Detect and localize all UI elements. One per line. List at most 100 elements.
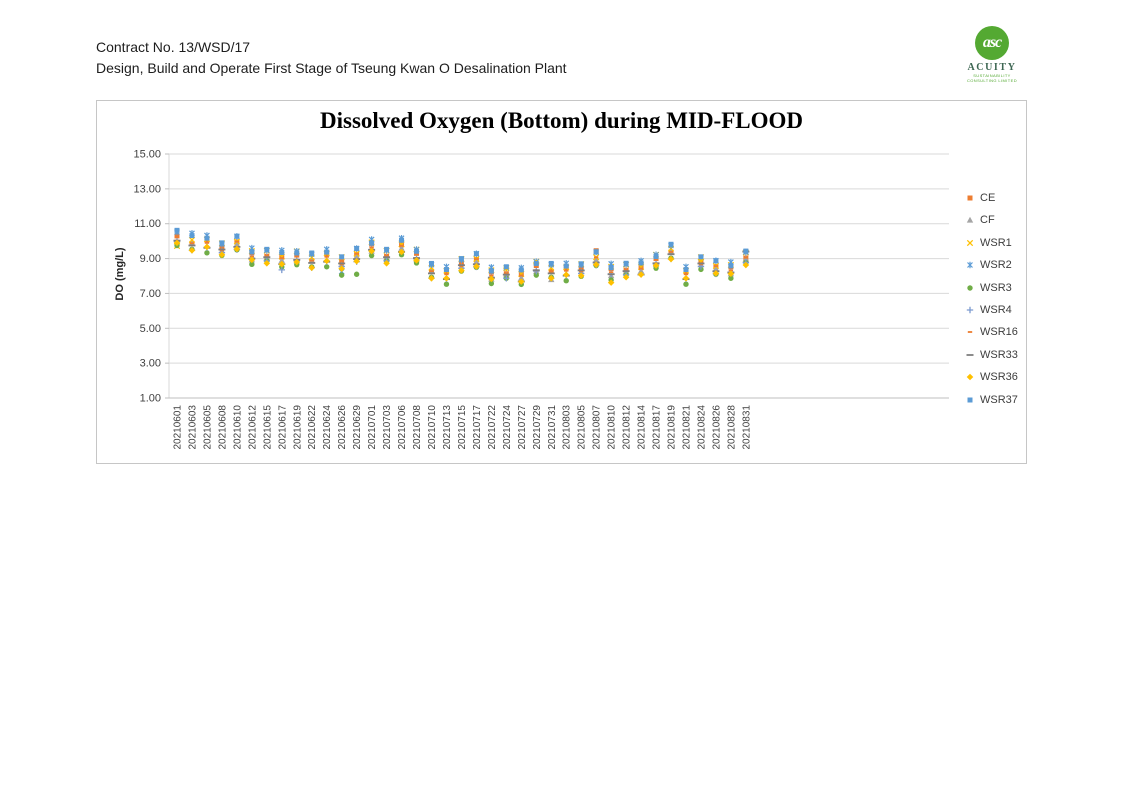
data-point [608, 271, 614, 274]
x-axis-label: 20210605 [202, 405, 213, 450]
data-point [369, 240, 375, 246]
data-point [338, 262, 346, 265]
data-point [308, 264, 316, 272]
data-point [548, 260, 554, 266]
x-axis-label: 20210619 [292, 405, 303, 450]
data-point [354, 245, 360, 251]
data-point [967, 397, 973, 403]
data-point [264, 255, 270, 257]
data-point [399, 244, 404, 247]
square-marker-icon [967, 195, 973, 201]
data-point [966, 239, 974, 246]
data-point [173, 239, 181, 247]
data-point [383, 256, 391, 259]
series-WSR37 [174, 227, 749, 274]
x-axis-label: 20210710 [427, 405, 438, 450]
legend-item-WSR33: WSR33 [964, 349, 1018, 360]
data-point [608, 265, 614, 271]
x-axis-label: 20210731 [547, 405, 558, 450]
data-point [697, 262, 705, 265]
data-point [564, 269, 569, 272]
data-point [324, 264, 330, 270]
data-point [667, 253, 675, 256]
x-axis-label: 20210608 [217, 405, 228, 450]
data-point [488, 268, 494, 274]
logo-tagline-2: CONSULTING LIMITED [966, 78, 1018, 83]
legend-label: WSR1 [980, 236, 1012, 249]
data-point [443, 267, 449, 273]
data-point [637, 267, 645, 274]
x-axis-label: 20210703 [382, 405, 393, 450]
y-axis-label: 7.00 [140, 288, 161, 300]
project-title: Design, Build and Operate First Stage of… [96, 60, 567, 76]
data-point [577, 272, 585, 279]
data-point [967, 261, 973, 269]
legend-label: WSR16 [980, 326, 1018, 339]
data-point [368, 252, 375, 259]
x-axis-label: 20210727 [517, 405, 528, 450]
data-point [653, 253, 659, 259]
data-point [234, 240, 240, 243]
data-point [278, 266, 285, 274]
x-axis-label: 20210807 [592, 405, 603, 450]
data-point [234, 233, 240, 239]
data-point [667, 255, 675, 263]
y-axis-label: 11.00 [134, 218, 161, 230]
legend-label: WSR37 [980, 393, 1018, 406]
plot-svg: 15.00 13.00 11.00 9.00 7.00 5.00 3.00 1.00 20210… [133, 149, 949, 450]
x-axis-label: 20210826 [711, 405, 722, 450]
data-point [458, 256, 464, 262]
x-axis-label: 20210701 [367, 405, 378, 450]
do-chart: 15.00 13.00 11.00 9.00 7.00 5.00 3.00 1.00 20210… [96, 100, 1027, 464]
data-point [427, 272, 435, 275]
legend-item-CE: CE [964, 193, 1018, 204]
legend-item-WSR37: WSR37 [964, 393, 1018, 406]
data-point [188, 247, 196, 254]
data-point [219, 240, 225, 246]
legend: CE CF WSR1 WSR2 WSR3 WSR4 WSR16 WSR33 WSR36 WSR37 [964, 193, 1018, 417]
data-point [278, 257, 285, 263]
data-point [533, 272, 539, 278]
data-point [563, 263, 569, 269]
data-point [518, 267, 524, 273]
x-axis-label: 20210624 [322, 405, 333, 450]
data-point [578, 261, 584, 267]
y-axis-label: 13.00 [133, 183, 161, 195]
data-point [668, 251, 674, 253]
data-point [174, 233, 180, 239]
dash-marker-icon [966, 353, 974, 356]
dash-short-marker-icon [967, 331, 973, 334]
data-point [383, 259, 390, 267]
data-point [967, 284, 973, 291]
data-point [263, 256, 271, 259]
data-point [743, 248, 749, 254]
legend-item-CF: CF [964, 215, 1018, 226]
data-point [519, 274, 524, 277]
data-point [248, 256, 256, 264]
x-axis-label: 20210812 [622, 405, 633, 450]
x-axis-label: 20210610 [232, 405, 243, 450]
data-point [233, 240, 241, 247]
data-point [966, 373, 974, 381]
data-point [384, 255, 389, 257]
data-point [428, 260, 434, 266]
data-point [607, 279, 615, 286]
data-point [533, 260, 539, 266]
y-axis-label: 15.00 [133, 149, 161, 161]
data-point [488, 275, 495, 283]
x-axis-label: 20210831 [741, 405, 752, 450]
x-axis-label: 20210805 [577, 405, 588, 450]
x-axis-label: 20210717 [472, 405, 483, 450]
data-point [278, 260, 286, 268]
data-point [458, 267, 465, 274]
data-point [668, 241, 674, 247]
data-point [189, 242, 195, 245]
data-point [503, 275, 510, 282]
x-axis-label: 20210617 [277, 405, 288, 450]
x-axis-label: 20210706 [397, 405, 408, 450]
data-point [713, 258, 719, 264]
data-point [742, 261, 750, 269]
data-point [638, 260, 644, 266]
data-point [532, 269, 540, 272]
data-point [473, 263, 480, 270]
